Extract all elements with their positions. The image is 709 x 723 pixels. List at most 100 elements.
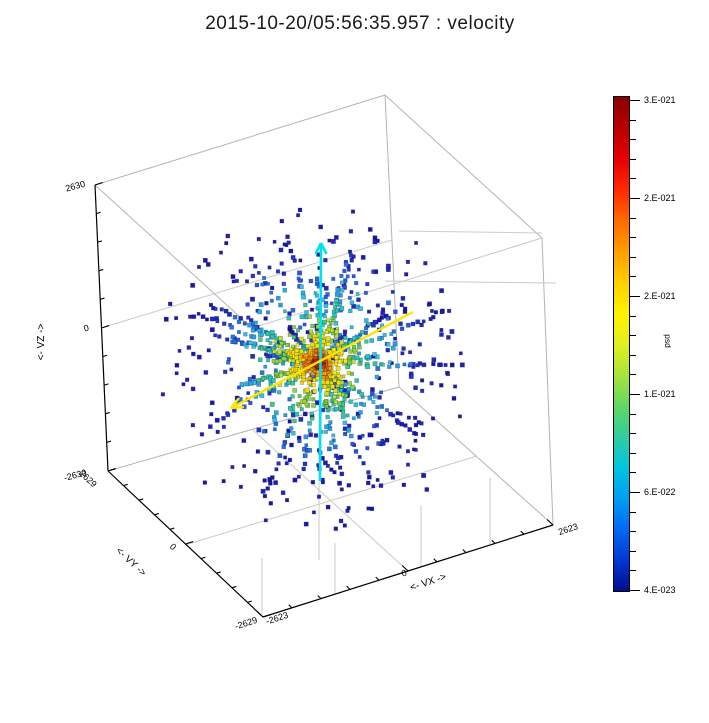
scatter-point	[260, 332, 265, 337]
scatter-point	[358, 306, 363, 312]
scatter-point	[390, 475, 395, 480]
scatter-point	[268, 340, 273, 345]
scatter-point	[206, 348, 211, 353]
scatter-point	[299, 284, 304, 290]
scatter-point	[328, 320, 333, 325]
scatter-point	[282, 309, 287, 314]
scatter-point	[405, 259, 411, 265]
scatter-point	[311, 403, 316, 408]
scatter-point	[277, 390, 282, 395]
scatter-point	[431, 357, 437, 363]
vx-axis-title: <- VX ->	[409, 572, 448, 594]
vy-tick-min: -2629	[234, 615, 259, 632]
scatter-point	[336, 374, 341, 378]
scatter-point	[390, 289, 395, 294]
scatter-point	[223, 369, 228, 374]
scatter-point	[309, 411, 314, 416]
scatter-point	[290, 394, 295, 399]
scatter-point	[318, 224, 324, 230]
colorbar-major-tick	[630, 100, 640, 101]
scatter-point	[377, 395, 382, 400]
vx-tick-max: 2623	[557, 521, 579, 537]
scatter-point	[307, 314, 312, 319]
scatter-point	[345, 274, 350, 279]
scatter-point	[246, 391, 251, 396]
scatter-point	[230, 465, 235, 470]
scatter-point	[385, 300, 391, 306]
scatter-point	[235, 337, 241, 342]
scatter-point	[351, 416, 356, 421]
scatter-point	[325, 504, 331, 510]
scatter-point	[446, 308, 452, 314]
scatter-point	[287, 311, 292, 316]
scatter-point	[205, 262, 211, 267]
scatter-point	[431, 361, 436, 367]
scatter-point	[346, 427, 351, 433]
scatter-point	[260, 282, 265, 287]
scatter-point	[328, 338, 334, 344]
scatter-point	[190, 422, 196, 428]
scatter-point	[325, 387, 331, 392]
colorbar-minor-tick	[630, 452, 636, 454]
scatter-point	[225, 337, 230, 342]
scatter-point	[366, 506, 371, 511]
scatter-point	[333, 399, 338, 405]
scatter-point	[325, 414, 330, 420]
scatter-point	[189, 336, 194, 341]
scatter-point	[295, 342, 300, 347]
scatter-point	[347, 295, 352, 300]
scatter-point	[255, 449, 261, 454]
scatter-point	[402, 362, 407, 367]
scatter-point	[384, 408, 389, 413]
scatter-point	[346, 505, 351, 510]
scatter-point	[287, 397, 292, 402]
scatter-point	[382, 332, 387, 338]
scatter-point	[415, 363, 420, 368]
scatter-point	[376, 317, 382, 323]
scatter-point	[388, 470, 394, 475]
scatter-point	[219, 307, 224, 312]
scatter-point	[275, 269, 281, 274]
scatter-point	[404, 272, 409, 277]
scatter-point	[349, 290, 354, 294]
scatter-point	[191, 314, 197, 319]
scatter-point	[279, 218, 284, 224]
scatter-point	[191, 351, 196, 357]
colorbar-minor-tick	[630, 550, 636, 552]
scatter-point	[451, 396, 457, 401]
scatter-point	[335, 455, 341, 461]
scatter-point	[265, 407, 270, 413]
scatter-point	[238, 315, 244, 321]
scatter-point	[321, 375, 326, 380]
scatter-point	[285, 370, 291, 376]
scatter-point	[263, 316, 268, 321]
scatter-point	[338, 518, 344, 524]
colorbar-minor-tick	[630, 374, 636, 376]
scatter-point	[299, 314, 305, 320]
scatter-point	[374, 374, 380, 380]
scatter-point	[334, 291, 340, 297]
scatter-point	[307, 428, 312, 433]
scatter-point	[459, 362, 465, 368]
scatter-point	[402, 306, 408, 311]
scatter-point	[303, 434, 309, 440]
scatter-point	[278, 335, 283, 341]
scatter-point	[284, 498, 290, 503]
scatter-point	[290, 329, 295, 335]
scatter-point	[250, 273, 256, 279]
scatter-point	[281, 444, 286, 450]
scatter-point	[290, 307, 296, 313]
scatter-point	[330, 316, 335, 321]
scatter-point	[265, 331, 271, 337]
scatter-point	[342, 285, 347, 290]
scatter-point	[302, 411, 308, 417]
scatter-point	[332, 313, 337, 318]
scatter-point	[160, 392, 166, 397]
scatter-point	[269, 401, 275, 407]
scatter-point	[242, 464, 247, 468]
scatter-point	[320, 407, 326, 413]
scatter-point	[333, 526, 338, 531]
colorbar-major-tick	[630, 296, 640, 297]
scatter-point	[259, 370, 265, 376]
scatter-point	[349, 325, 354, 330]
